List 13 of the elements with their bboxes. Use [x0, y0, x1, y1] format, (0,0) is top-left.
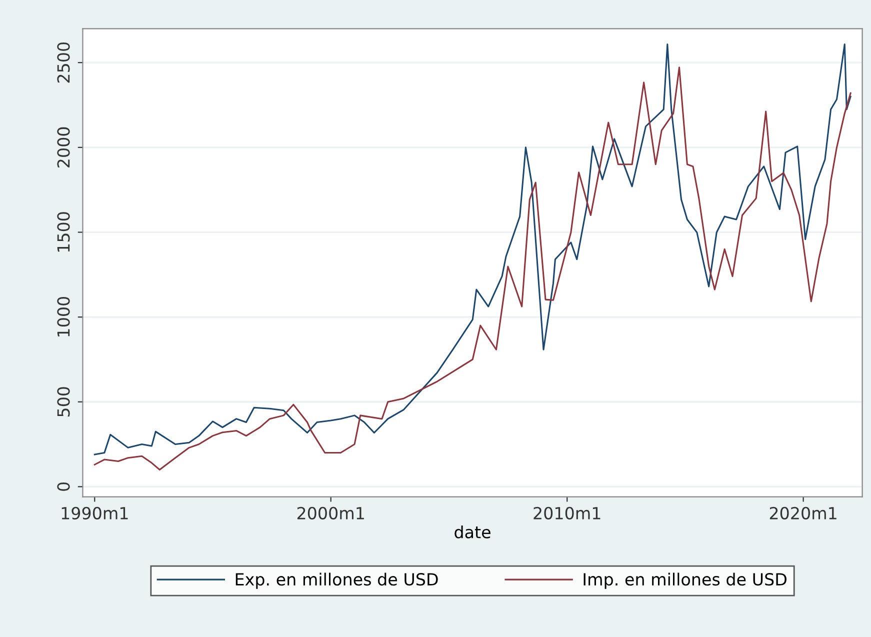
x-tick-label: 2000m1 — [297, 506, 364, 520]
y-tick-label: 1500 — [57, 212, 70, 252]
y-tick-label: 1000 — [57, 296, 70, 336]
y-tick-label: 2500 — [57, 42, 70, 83]
x-axis-title: date — [454, 525, 490, 538]
y-tick-label: 0 — [57, 482, 70, 491]
x-tick-label: 1990m1 — [62, 506, 128, 520]
y-tick-label: 500 — [57, 387, 70, 416]
legend-label: Exp. en millones de USD — [236, 572, 438, 589]
x-tick-label: 2010m1 — [534, 506, 600, 520]
legend-label: Imp. en millones de USD — [584, 572, 786, 589]
x-tick-label: 2020m1 — [770, 506, 836, 520]
y-tick-label: 2000 — [57, 127, 70, 168]
